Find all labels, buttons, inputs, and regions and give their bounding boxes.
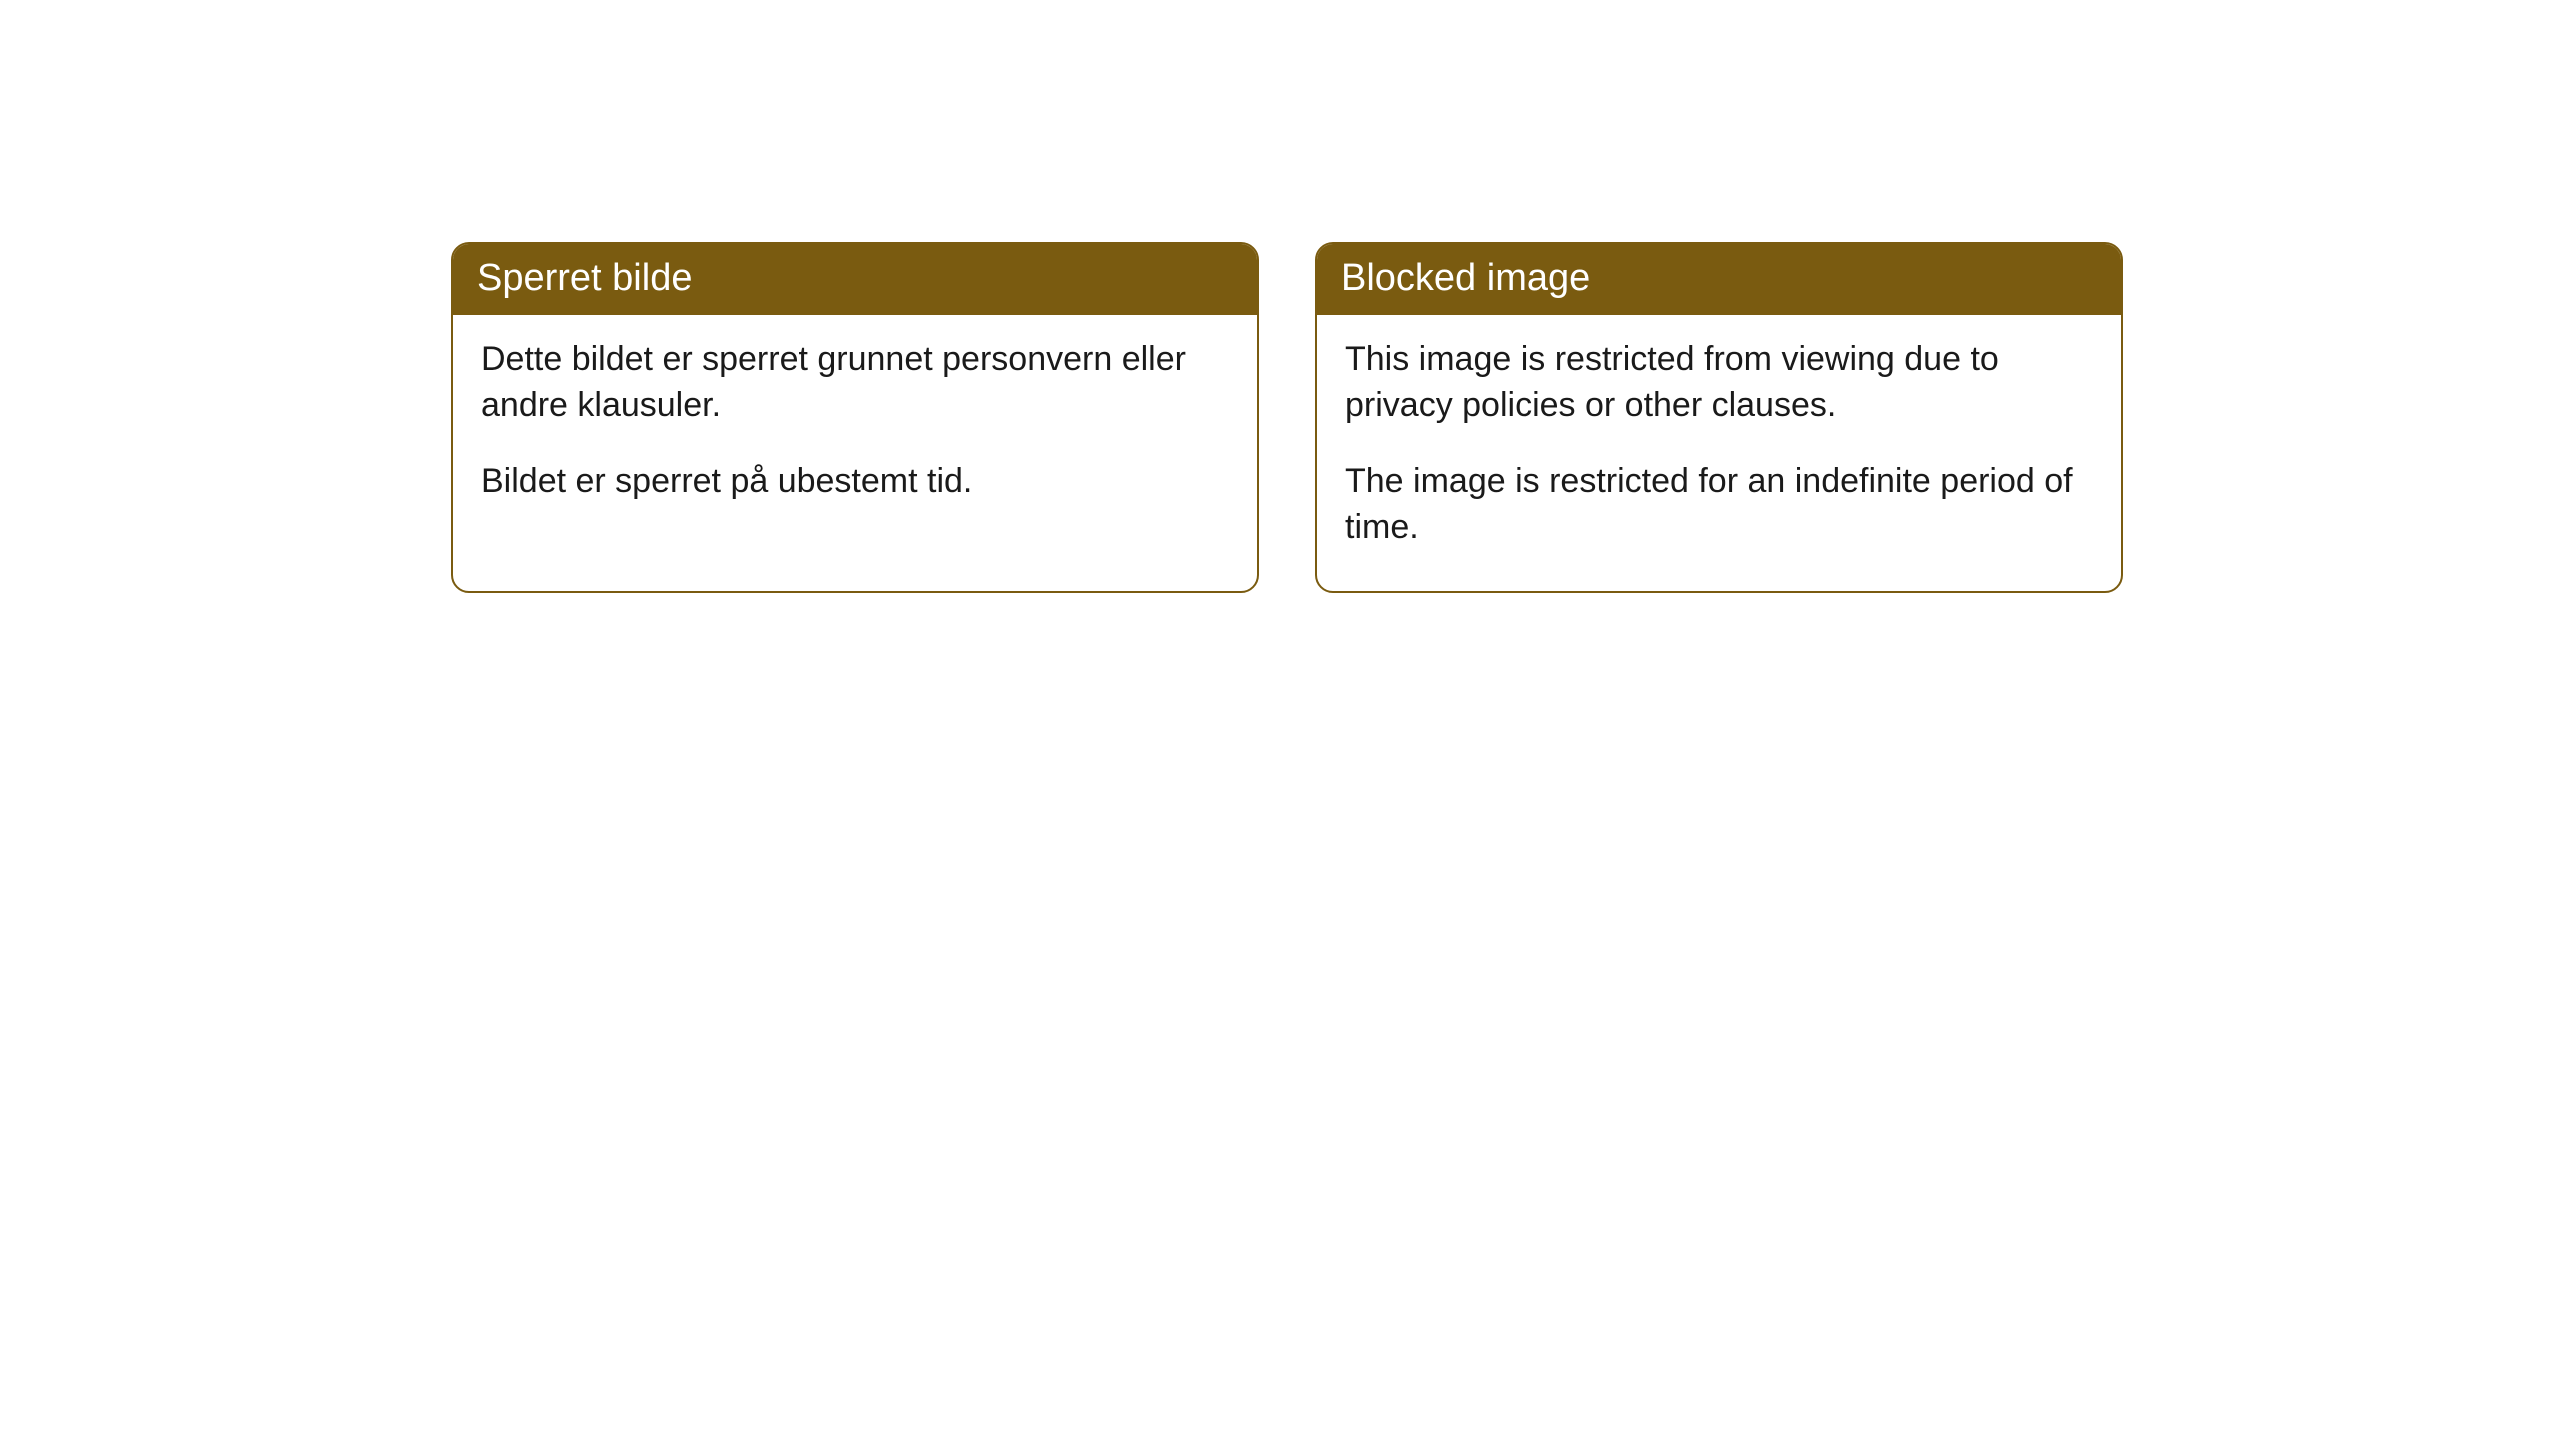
blocked-image-card-en: Blocked image This image is restricted f…: [1315, 242, 2123, 593]
card-body: Dette bildet er sperret grunnet personve…: [453, 315, 1257, 545]
card-title: Blocked image: [1317, 244, 2121, 315]
card-paragraph: This image is restricted from viewing du…: [1345, 337, 2093, 429]
card-body: This image is restricted from viewing du…: [1317, 315, 2121, 591]
blocked-image-card-no: Sperret bilde Dette bildet er sperret gr…: [451, 242, 1259, 593]
card-title: Sperret bilde: [453, 244, 1257, 315]
notice-container: Sperret bilde Dette bildet er sperret gr…: [0, 0, 2560, 593]
card-paragraph: Bildet er sperret på ubestemt tid.: [481, 459, 1229, 505]
card-paragraph: Dette bildet er sperret grunnet personve…: [481, 337, 1229, 429]
card-paragraph: The image is restricted for an indefinit…: [1345, 459, 2093, 551]
